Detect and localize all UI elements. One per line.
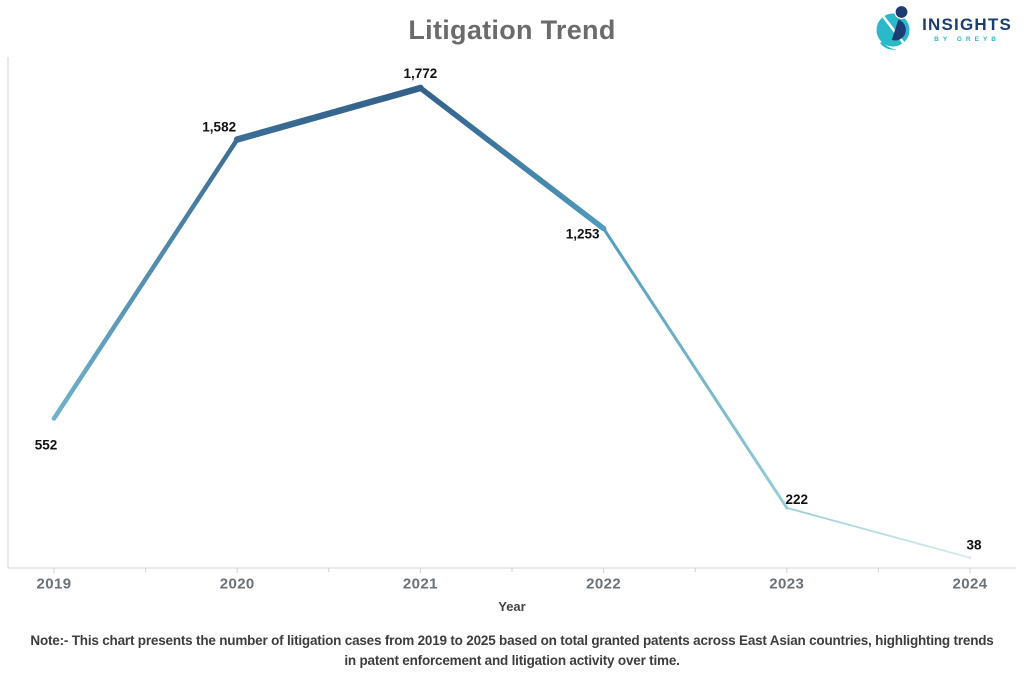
data-point-marker — [968, 556, 972, 560]
trend-line-segment — [51, 137, 240, 421]
data-point-marker — [785, 506, 789, 510]
data-point-label: 222 — [786, 492, 809, 507]
insights-logo-icon — [874, 4, 916, 55]
x-axis-tick-label: 2019 — [37, 576, 72, 593]
trend-line-segment — [417, 85, 607, 232]
data-point-marker — [601, 225, 607, 232]
trend-line-segment — [233, 84, 424, 143]
insights-logo-text: INSIGHTS BY GREYB — [922, 15, 1012, 44]
data-point-label: 1,253 — [566, 227, 600, 242]
x-axis-tick-label: 2023 — [769, 576, 804, 593]
data-point-label: 1,582 — [202, 119, 236, 134]
chart-title: Litigation Trend — [408, 15, 616, 45]
data-point-marker — [417, 84, 424, 92]
data-point-marker — [234, 136, 241, 143]
x-axis-tick-label: 2020 — [220, 576, 255, 593]
data-point-label: 38 — [966, 538, 982, 553]
chart-note-line1: Note:- This chart presents the number of… — [30, 633, 994, 648]
data-point-label: 552 — [35, 437, 58, 452]
insights-logo-byline: BY GREYB — [934, 36, 1000, 43]
insights-logo: INSIGHTS BY GREYB — [874, 4, 1012, 55]
chart-note-line2: in patent enforcement and litigation act… — [344, 653, 680, 668]
x-axis-tick-label: 2022 — [586, 576, 621, 593]
chart-note: Note:- This chart presents the number of… — [0, 631, 1024, 671]
data-point-marker — [51, 416, 57, 421]
x-axis-tick-label: 2021 — [403, 576, 438, 593]
x-axis-title: Year — [498, 599, 525, 614]
trend-line-segment — [602, 227, 789, 510]
insights-logo-name: INSIGHTS — [922, 15, 1012, 34]
x-axis-tick-label: 2024 — [953, 576, 988, 593]
trend-line-segment — [785, 506, 971, 559]
data-point-label: 1,772 — [404, 66, 438, 81]
trend-chart-svg: 552 1,582 1,772 1,253 222 38 2019 2020 2021 2022 2… — [7, 57, 1016, 614]
